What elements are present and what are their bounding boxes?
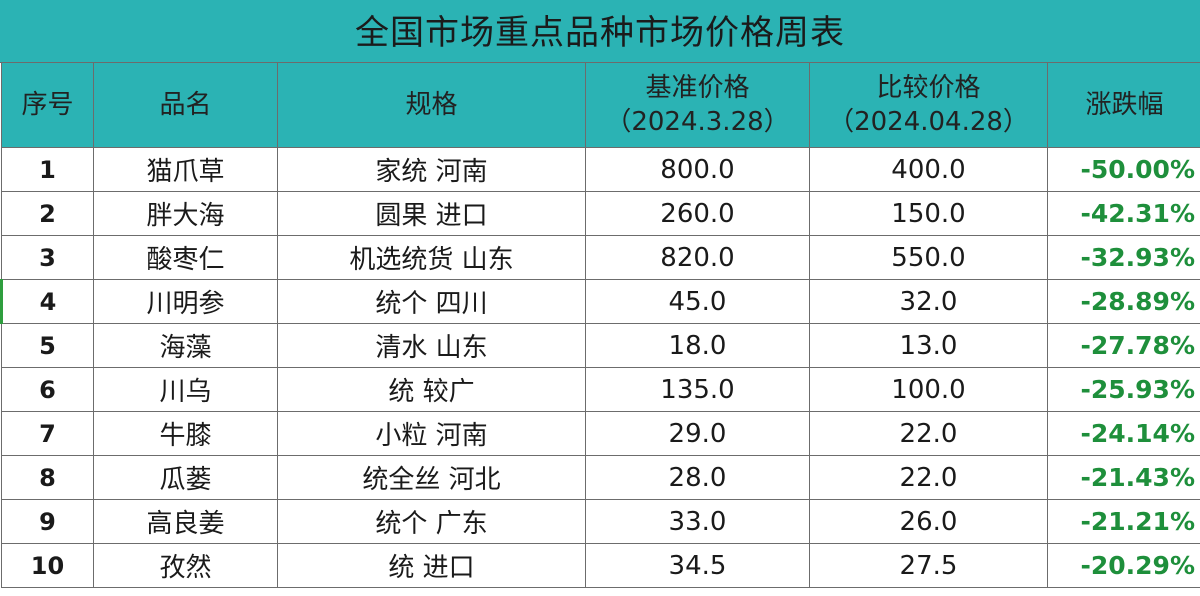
cell-spec: 统个 四川 xyxy=(277,279,586,324)
price-table: 序号 品名 规格 基准价格 （2024.3.28） 比较价格 （2024.04.… xyxy=(0,62,1200,588)
cell-base-price: 34.5 xyxy=(585,543,810,588)
cell-compare-price: 13.0 xyxy=(809,323,1048,368)
cell-spec: 统 较广 xyxy=(277,367,586,412)
cell-seq: 10 xyxy=(1,543,94,588)
cell-compare-price: 150.0 xyxy=(809,191,1048,236)
cell-spec: 统个 广东 xyxy=(277,499,586,544)
cell-seq: 7 xyxy=(1,411,94,456)
cell-base-price: 820.0 xyxy=(585,235,810,280)
header-compare-price-date: （2024.04.28） xyxy=(828,107,1029,137)
table-row: 9 高良姜 统个 广东 33.0 26.0 -21.21% xyxy=(1,499,1200,544)
table-title: 全国市场重点品种市场价格周表 xyxy=(0,0,1200,63)
cell-change: -32.93% xyxy=(1047,235,1200,280)
cell-compare-price: 22.0 xyxy=(809,411,1048,456)
cell-compare-price: 26.0 xyxy=(809,499,1048,544)
cell-spec: 清水 山东 xyxy=(277,323,586,368)
cell-base-price: 28.0 xyxy=(585,455,810,500)
cell-compare-price: 32.0 xyxy=(809,279,1048,324)
cell-spec: 家统 河南 xyxy=(277,147,586,192)
cell-seq: 4 xyxy=(0,279,94,324)
cell-name: 海藻 xyxy=(93,323,278,368)
cell-compare-price: 27.5 xyxy=(809,543,1048,588)
cell-compare-price: 550.0 xyxy=(809,235,1048,280)
cell-base-price: 18.0 xyxy=(585,323,810,368)
cell-base-price: 45.0 xyxy=(585,279,810,324)
cell-seq: 3 xyxy=(1,235,94,280)
table-row: 2 胖大海 圆果 进口 260.0 150.0 -42.31% xyxy=(1,191,1200,236)
cell-compare-price: 100.0 xyxy=(809,367,1048,412)
cell-name: 高良姜 xyxy=(93,499,278,544)
cell-change: -21.43% xyxy=(1047,455,1200,500)
header-base-price: 基准价格 （2024.3.28） xyxy=(585,62,810,148)
cell-spec: 圆果 进口 xyxy=(277,191,586,236)
cell-change: -42.31% xyxy=(1047,191,1200,236)
cell-base-price: 29.0 xyxy=(585,411,810,456)
cell-name: 孜然 xyxy=(93,543,278,588)
cell-seq: 1 xyxy=(1,147,94,192)
cell-spec: 统全丝 河北 xyxy=(277,455,586,500)
cell-change: -20.29% xyxy=(1047,543,1200,588)
table-row: 3 酸枣仁 机选统货 山东 820.0 550.0 -32.93% xyxy=(1,235,1200,280)
cell-seq: 2 xyxy=(1,191,94,236)
header-change: 涨跌幅 xyxy=(1047,62,1200,148)
cell-name: 酸枣仁 xyxy=(93,235,278,280)
cell-spec: 小粒 河南 xyxy=(277,411,586,456)
table-row: 4 川明参 统个 四川 45.0 32.0 -28.89% xyxy=(0,279,1200,324)
cell-change: -28.89% xyxy=(1047,279,1200,324)
cell-name: 牛膝 xyxy=(93,411,278,456)
table-row: 10 孜然统 进口 34.5 27.5 -20.29% xyxy=(1,543,1200,588)
cell-name: 川乌 xyxy=(93,367,278,412)
cell-name: 川明参 xyxy=(93,279,278,324)
cell-seq: 6 xyxy=(1,367,94,412)
header-compare-price: 比较价格 （2024.04.28） xyxy=(809,62,1048,148)
header-name: 品名 xyxy=(93,62,278,148)
cell-change: -24.14% xyxy=(1047,411,1200,456)
cell-name: 猫爪草 xyxy=(93,147,278,192)
header-seq: 序号 xyxy=(1,62,94,148)
cell-spec: 机选统货 山东 xyxy=(277,235,586,280)
header-row: 序号 品名 规格 基准价格 （2024.3.28） 比较价格 （2024.04.… xyxy=(1,62,1200,148)
cell-base-price: 260.0 xyxy=(585,191,810,236)
cell-base-price: 800.0 xyxy=(585,147,810,192)
cell-change: -21.21% xyxy=(1047,499,1200,544)
table-row: 7 牛膝 小粒 河南 29.0 22.0 -24.14% xyxy=(1,411,1200,456)
table-row: 6 川乌统 较广 135.0 100.0 -25.93% xyxy=(1,367,1200,412)
cell-change: -27.78% xyxy=(1047,323,1200,368)
table-row: 1 猫爪草 家统 河南 800.0 400.0 -50.00% xyxy=(1,147,1200,192)
header-base-price-label: 基准价格 xyxy=(645,73,750,103)
table-row: 8 瓜蒌 统全丝 河北 28.0 22.0 -21.43% xyxy=(1,455,1200,500)
cell-compare-price: 22.0 xyxy=(809,455,1048,500)
header-compare-price-label: 比较价格 xyxy=(876,73,981,103)
cell-seq: 9 xyxy=(1,499,94,544)
cell-base-price: 135.0 xyxy=(585,367,810,412)
cell-spec: 统 进口 xyxy=(277,543,586,588)
cell-name: 胖大海 xyxy=(93,191,278,236)
cell-change: -50.00% xyxy=(1047,147,1200,192)
table-row: 5 海藻 清水 山东 18.0 13.0 -27.78% xyxy=(1,323,1200,368)
header-spec: 规格 xyxy=(277,62,586,148)
cell-name: 瓜蒌 xyxy=(93,455,278,500)
header-base-price-date: （2024.3.28） xyxy=(605,107,790,137)
cell-change: -25.93% xyxy=(1047,367,1200,412)
cell-seq: 8 xyxy=(1,455,94,500)
cell-compare-price: 400.0 xyxy=(809,147,1048,192)
cell-seq: 5 xyxy=(1,323,94,368)
cell-base-price: 33.0 xyxy=(585,499,810,544)
